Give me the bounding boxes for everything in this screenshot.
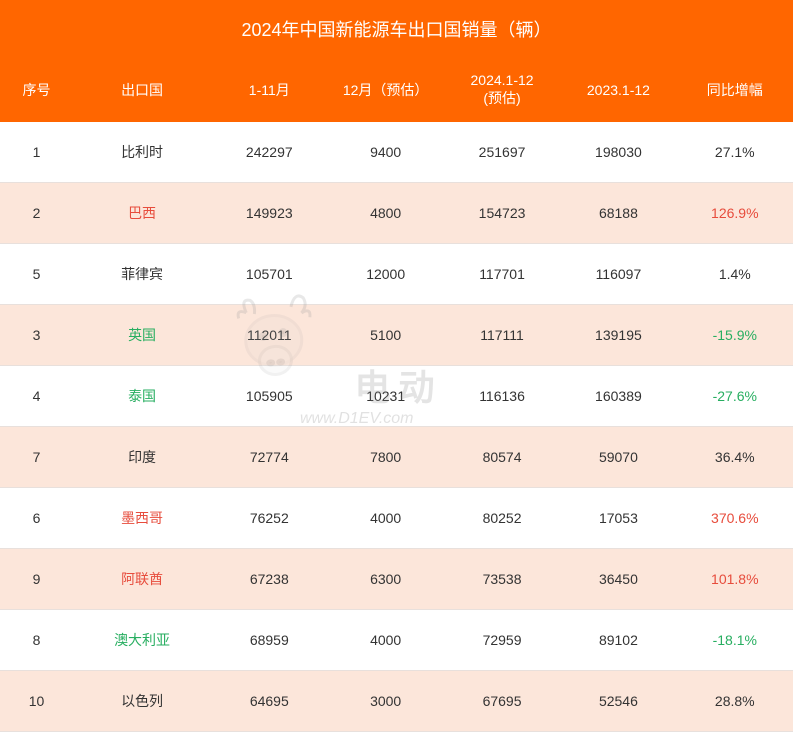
cell-dec_est: 6300 <box>327 549 443 609</box>
cell-full_est: 117701 <box>444 244 560 304</box>
cell-jan_nov: 76252 <box>211 488 327 548</box>
cell-dec_est: 7800 <box>327 427 443 487</box>
cell-jan_nov: 68959 <box>211 610 327 670</box>
table-row: 4泰国10590510231116136160389-27.6% <box>0 366 793 427</box>
cell-jan_nov: 67238 <box>211 549 327 609</box>
table-row: 7印度727747800805745907036.4% <box>0 427 793 488</box>
cell-dec_est: 12000 <box>327 244 443 304</box>
cell-prev_year: 36450 <box>560 549 676 609</box>
table-row: 2巴西149923480015472368188126.9% <box>0 183 793 244</box>
cell-country: 澳大利亚 <box>73 610 211 670</box>
cell-dec_est: 5100 <box>327 305 443 365</box>
cell-prev_year: 116097 <box>560 244 676 304</box>
cell-yoy: 126.9% <box>677 183 793 243</box>
export-sales-table: 2024年中国新能源车出口国销量（辆） 序号出口国1-11月12月（预估）202… <box>0 0 793 732</box>
cell-full_est: 72959 <box>444 610 560 670</box>
table-row: 6墨西哥7625240008025217053370.6% <box>0 488 793 549</box>
cell-jan_nov: 105701 <box>211 244 327 304</box>
header-cell-full_est: 2024.1-12 (预估) <box>444 58 560 122</box>
cell-seq: 4 <box>0 366 73 426</box>
cell-jan_nov: 64695 <box>211 671 327 731</box>
cell-full_est: 73538 <box>444 549 560 609</box>
cell-seq: 8 <box>0 610 73 670</box>
cell-full_est: 117111 <box>444 305 560 365</box>
cell-dec_est: 10231 <box>327 366 443 426</box>
cell-yoy: -15.9% <box>677 305 793 365</box>
cell-dec_est: 4000 <box>327 488 443 548</box>
table-title: 2024年中国新能源车出口国销量（辆） <box>0 0 793 58</box>
cell-full_est: 154723 <box>444 183 560 243</box>
cell-seq: 10 <box>0 671 73 731</box>
header-cell-yoy: 同比增幅 <box>677 58 793 122</box>
cell-seq: 9 <box>0 549 73 609</box>
cell-yoy: 28.8% <box>677 671 793 731</box>
cell-seq: 6 <box>0 488 73 548</box>
cell-prev_year: 68188 <box>560 183 676 243</box>
cell-dec_est: 9400 <box>327 122 443 182</box>
cell-seq: 2 <box>0 183 73 243</box>
cell-yoy: -18.1% <box>677 610 793 670</box>
cell-yoy: -27.6% <box>677 366 793 426</box>
cell-country: 墨西哥 <box>73 488 211 548</box>
cell-prev_year: 89102 <box>560 610 676 670</box>
table-row: 10以色列646953000676955254628.8% <box>0 671 793 732</box>
table-header-row: 序号出口国1-11月12月（预估）2024.1-12 (预估)2023.1-12… <box>0 58 793 122</box>
cell-jan_nov: 112011 <box>211 305 327 365</box>
table-row: 1比利时242297940025169719803027.1% <box>0 122 793 183</box>
cell-prev_year: 52546 <box>560 671 676 731</box>
cell-prev_year: 17053 <box>560 488 676 548</box>
cell-country: 英国 <box>73 305 211 365</box>
cell-seq: 1 <box>0 122 73 182</box>
cell-jan_nov: 149923 <box>211 183 327 243</box>
table-body: 1比利时242297940025169719803027.1%2巴西149923… <box>0 122 793 732</box>
cell-jan_nov: 105905 <box>211 366 327 426</box>
table-row: 3英国1120115100117111139195-15.9% <box>0 305 793 366</box>
table-row: 5菲律宾105701120001177011160971.4% <box>0 244 793 305</box>
cell-yoy: 27.1% <box>677 122 793 182</box>
cell-country: 巴西 <box>73 183 211 243</box>
cell-jan_nov: 72774 <box>211 427 327 487</box>
cell-prev_year: 139195 <box>560 305 676 365</box>
header-cell-dec_est: 12月（预估） <box>327 58 443 122</box>
cell-dec_est: 4800 <box>327 183 443 243</box>
cell-yoy: 36.4% <box>677 427 793 487</box>
header-cell-seq: 序号 <box>0 58 73 122</box>
cell-country: 泰国 <box>73 366 211 426</box>
cell-full_est: 80574 <box>444 427 560 487</box>
cell-prev_year: 198030 <box>560 122 676 182</box>
cell-full_est: 251697 <box>444 122 560 182</box>
cell-country: 印度 <box>73 427 211 487</box>
cell-prev_year: 59070 <box>560 427 676 487</box>
cell-country: 以色列 <box>73 671 211 731</box>
header-cell-prev_year: 2023.1-12 <box>560 58 676 122</box>
cell-full_est: 116136 <box>444 366 560 426</box>
cell-country: 比利时 <box>73 122 211 182</box>
cell-yoy: 370.6% <box>677 488 793 548</box>
header-cell-jan_nov: 1-11月 <box>211 58 327 122</box>
cell-country: 阿联酋 <box>73 549 211 609</box>
cell-seq: 5 <box>0 244 73 304</box>
cell-jan_nov: 242297 <box>211 122 327 182</box>
cell-country: 菲律宾 <box>73 244 211 304</box>
cell-dec_est: 3000 <box>327 671 443 731</box>
cell-full_est: 67695 <box>444 671 560 731</box>
cell-seq: 3 <box>0 305 73 365</box>
table-row: 8澳大利亚6895940007295989102-18.1% <box>0 610 793 671</box>
cell-yoy: 101.8% <box>677 549 793 609</box>
header-cell-country: 出口国 <box>73 58 211 122</box>
cell-full_est: 80252 <box>444 488 560 548</box>
cell-seq: 7 <box>0 427 73 487</box>
cell-dec_est: 4000 <box>327 610 443 670</box>
cell-prev_year: 160389 <box>560 366 676 426</box>
cell-yoy: 1.4% <box>677 244 793 304</box>
table-row: 9阿联酋6723863007353836450101.8% <box>0 549 793 610</box>
